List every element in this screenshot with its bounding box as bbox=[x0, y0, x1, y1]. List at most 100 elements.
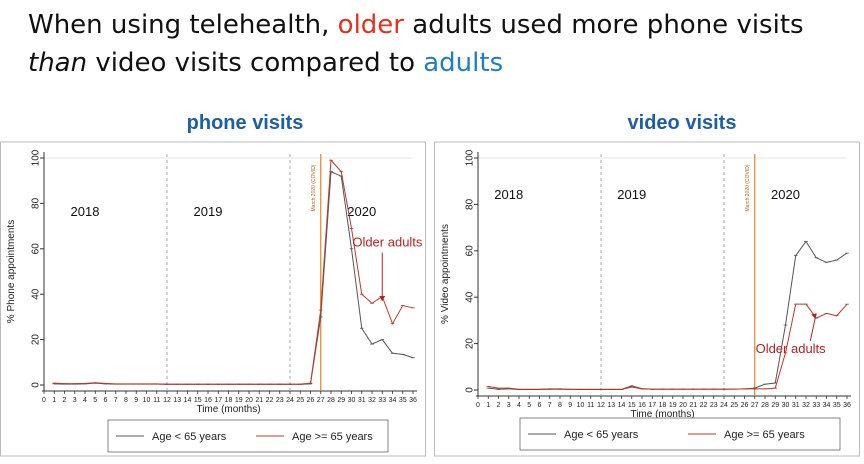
video-x-axis-label: Time (months) bbox=[630, 409, 694, 420]
phone-x-axis-label: Time (months) bbox=[196, 404, 260, 415]
phone-xtick-label: 18 bbox=[225, 397, 233, 404]
video-annotation-arrow-head bbox=[811, 313, 817, 319]
video-legend-label-1: Age >= 65 years bbox=[724, 429, 805, 441]
phone-ytick-label: 20 bbox=[31, 334, 42, 346]
phone-y-axis-label: % Phone appointments bbox=[6, 220, 17, 323]
phone-older-adults-annotation: Older adults bbox=[352, 235, 423, 250]
slide-title-line-2: than video visits compared to adults bbox=[28, 44, 858, 82]
phone-xtick-label: 35 bbox=[399, 397, 407, 404]
video-xtick-label: 17 bbox=[648, 402, 656, 409]
video-year-label-2019: 2019 bbox=[617, 187, 646, 202]
video-xtick-label: 5 bbox=[527, 402, 531, 409]
video-ytick-label: 80 bbox=[465, 198, 476, 210]
phone-ytick-label: 100 bbox=[31, 149, 42, 166]
video-xtick-label: 6 bbox=[538, 402, 542, 409]
video-xtick-label: 26 bbox=[741, 402, 749, 409]
video-xtick-label: 32 bbox=[802, 402, 810, 409]
video-ytick-label: 40 bbox=[465, 291, 476, 303]
video-xtick-label: 7 bbox=[548, 402, 552, 409]
video-xtick-label: 31 bbox=[792, 402, 800, 409]
phone-xtick-label: 7 bbox=[114, 397, 118, 404]
phone-xtick-label: 29 bbox=[337, 397, 345, 404]
phone-legend-label-1: Age >= 65 years bbox=[292, 431, 373, 443]
video-xtick-label: 34 bbox=[823, 402, 831, 409]
phone-xtick-label: 12 bbox=[163, 397, 171, 404]
video-xtick-label: 33 bbox=[812, 402, 820, 409]
video-xtick-label: 25 bbox=[730, 402, 738, 409]
phone-xtick-label: 13 bbox=[173, 397, 181, 404]
video-legend-label-0: Age < 65 years bbox=[564, 429, 639, 441]
phone-xtick-label: 9 bbox=[134, 397, 138, 404]
phone-xtick-label: 1 bbox=[52, 397, 56, 404]
title-text-part-1: When using telehealth, bbox=[28, 10, 338, 40]
video-ytick-label: 20 bbox=[465, 338, 476, 350]
phone-xtick-label: 23 bbox=[276, 397, 284, 404]
phone-xtick-label: 31 bbox=[358, 397, 366, 404]
phone-legend-label-0: Age < 65 years bbox=[152, 431, 227, 443]
phone-covid-label: March 2020 (COVID) bbox=[311, 164, 317, 211]
phone-ytick-label: 0 bbox=[31, 382, 42, 388]
title-word-than: than bbox=[28, 48, 88, 78]
phone-year-label-2018: 2018 bbox=[71, 204, 100, 219]
title-word-older: older bbox=[337, 10, 404, 40]
video-year-label-2020: 2020 bbox=[771, 187, 800, 202]
video-xtick-label: 0 bbox=[476, 402, 480, 409]
video-xtick-label: 15 bbox=[628, 402, 636, 409]
video-ytick-label: 100 bbox=[465, 149, 476, 166]
video-legend-box bbox=[519, 417, 841, 451]
phone-ytick-label: 60 bbox=[31, 243, 42, 255]
phone-xtick-label: 32 bbox=[368, 397, 376, 404]
phone-xtick-label: 17 bbox=[214, 397, 222, 404]
phone-xtick-label: 5 bbox=[93, 397, 97, 404]
video-xtick-label: 13 bbox=[607, 402, 615, 409]
phone-year-label-2019: 2019 bbox=[194, 204, 223, 219]
phone-xtick-label: 0 bbox=[42, 397, 46, 404]
phone-xtick-label: 24 bbox=[286, 397, 294, 404]
phone-ytick-label: 80 bbox=[31, 197, 42, 209]
phone-xtick-label: 16 bbox=[204, 397, 212, 404]
phone-xtick-label: 14 bbox=[184, 397, 192, 404]
video-year-label-2018: 2018 bbox=[494, 187, 523, 202]
phone-year-label-2020: 2020 bbox=[347, 204, 376, 219]
video-xtick-label: 36 bbox=[843, 402, 851, 409]
video-xtick-label: 1 bbox=[486, 402, 490, 409]
video-xtick-label: 21 bbox=[689, 402, 697, 409]
phone-xtick-label: 26 bbox=[307, 397, 315, 404]
phone-xtick-label: 11 bbox=[153, 397, 160, 404]
video-xtick-label: 27 bbox=[751, 402, 759, 409]
video-xtick-label: 2 bbox=[497, 402, 501, 409]
phone-ytick-label: 40 bbox=[31, 288, 42, 300]
slide-title-line-1: When using telehealth, older adults used… bbox=[28, 6, 858, 44]
title-text-part-2: adults used more phone visits bbox=[404, 10, 804, 40]
phone-frame bbox=[0, 141, 426, 457]
title-word-adults: adults bbox=[423, 48, 504, 78]
video-y-axis-label: % Video appointments bbox=[440, 224, 451, 324]
phone-xtick-label: 28 bbox=[327, 397, 335, 404]
video-xtick-label: 3 bbox=[507, 402, 511, 409]
phone-visits-title: phone visits bbox=[186, 112, 304, 134]
title-text-part-3: video visits compared to bbox=[87, 48, 424, 78]
phone-xtick-label: 34 bbox=[389, 397, 397, 404]
phone-xtick-label: 27 bbox=[317, 397, 325, 404]
video-ytick-label: 60 bbox=[465, 245, 476, 257]
video-xtick-label: 19 bbox=[669, 402, 677, 409]
video-older-adults-annotation: Older adults bbox=[756, 341, 827, 356]
video-xtick-label: 4 bbox=[517, 402, 521, 409]
phone-legend-box bbox=[107, 419, 389, 453]
slide-title: When using telehealth, older adults used… bbox=[28, 6, 858, 82]
video-xtick-label: 22 bbox=[700, 402, 708, 409]
video-frame bbox=[434, 141, 860, 457]
phone-xtick-label: 2 bbox=[63, 397, 67, 404]
phone-xtick-label: 15 bbox=[194, 397, 202, 404]
video-xtick-label: 28 bbox=[761, 402, 769, 409]
phone-xtick-label: 25 bbox=[296, 397, 304, 404]
phone-xtick-label: 30 bbox=[348, 397, 356, 404]
video-visits-title: video visits bbox=[627, 112, 737, 134]
phone-xtick-label: 4 bbox=[83, 397, 87, 404]
phone-annotation-arrow-head bbox=[379, 296, 386, 302]
phone-xtick-label: 21 bbox=[255, 397, 263, 404]
phone-xtick-label: 10 bbox=[143, 397, 151, 404]
video-xtick-label: 20 bbox=[679, 402, 687, 409]
